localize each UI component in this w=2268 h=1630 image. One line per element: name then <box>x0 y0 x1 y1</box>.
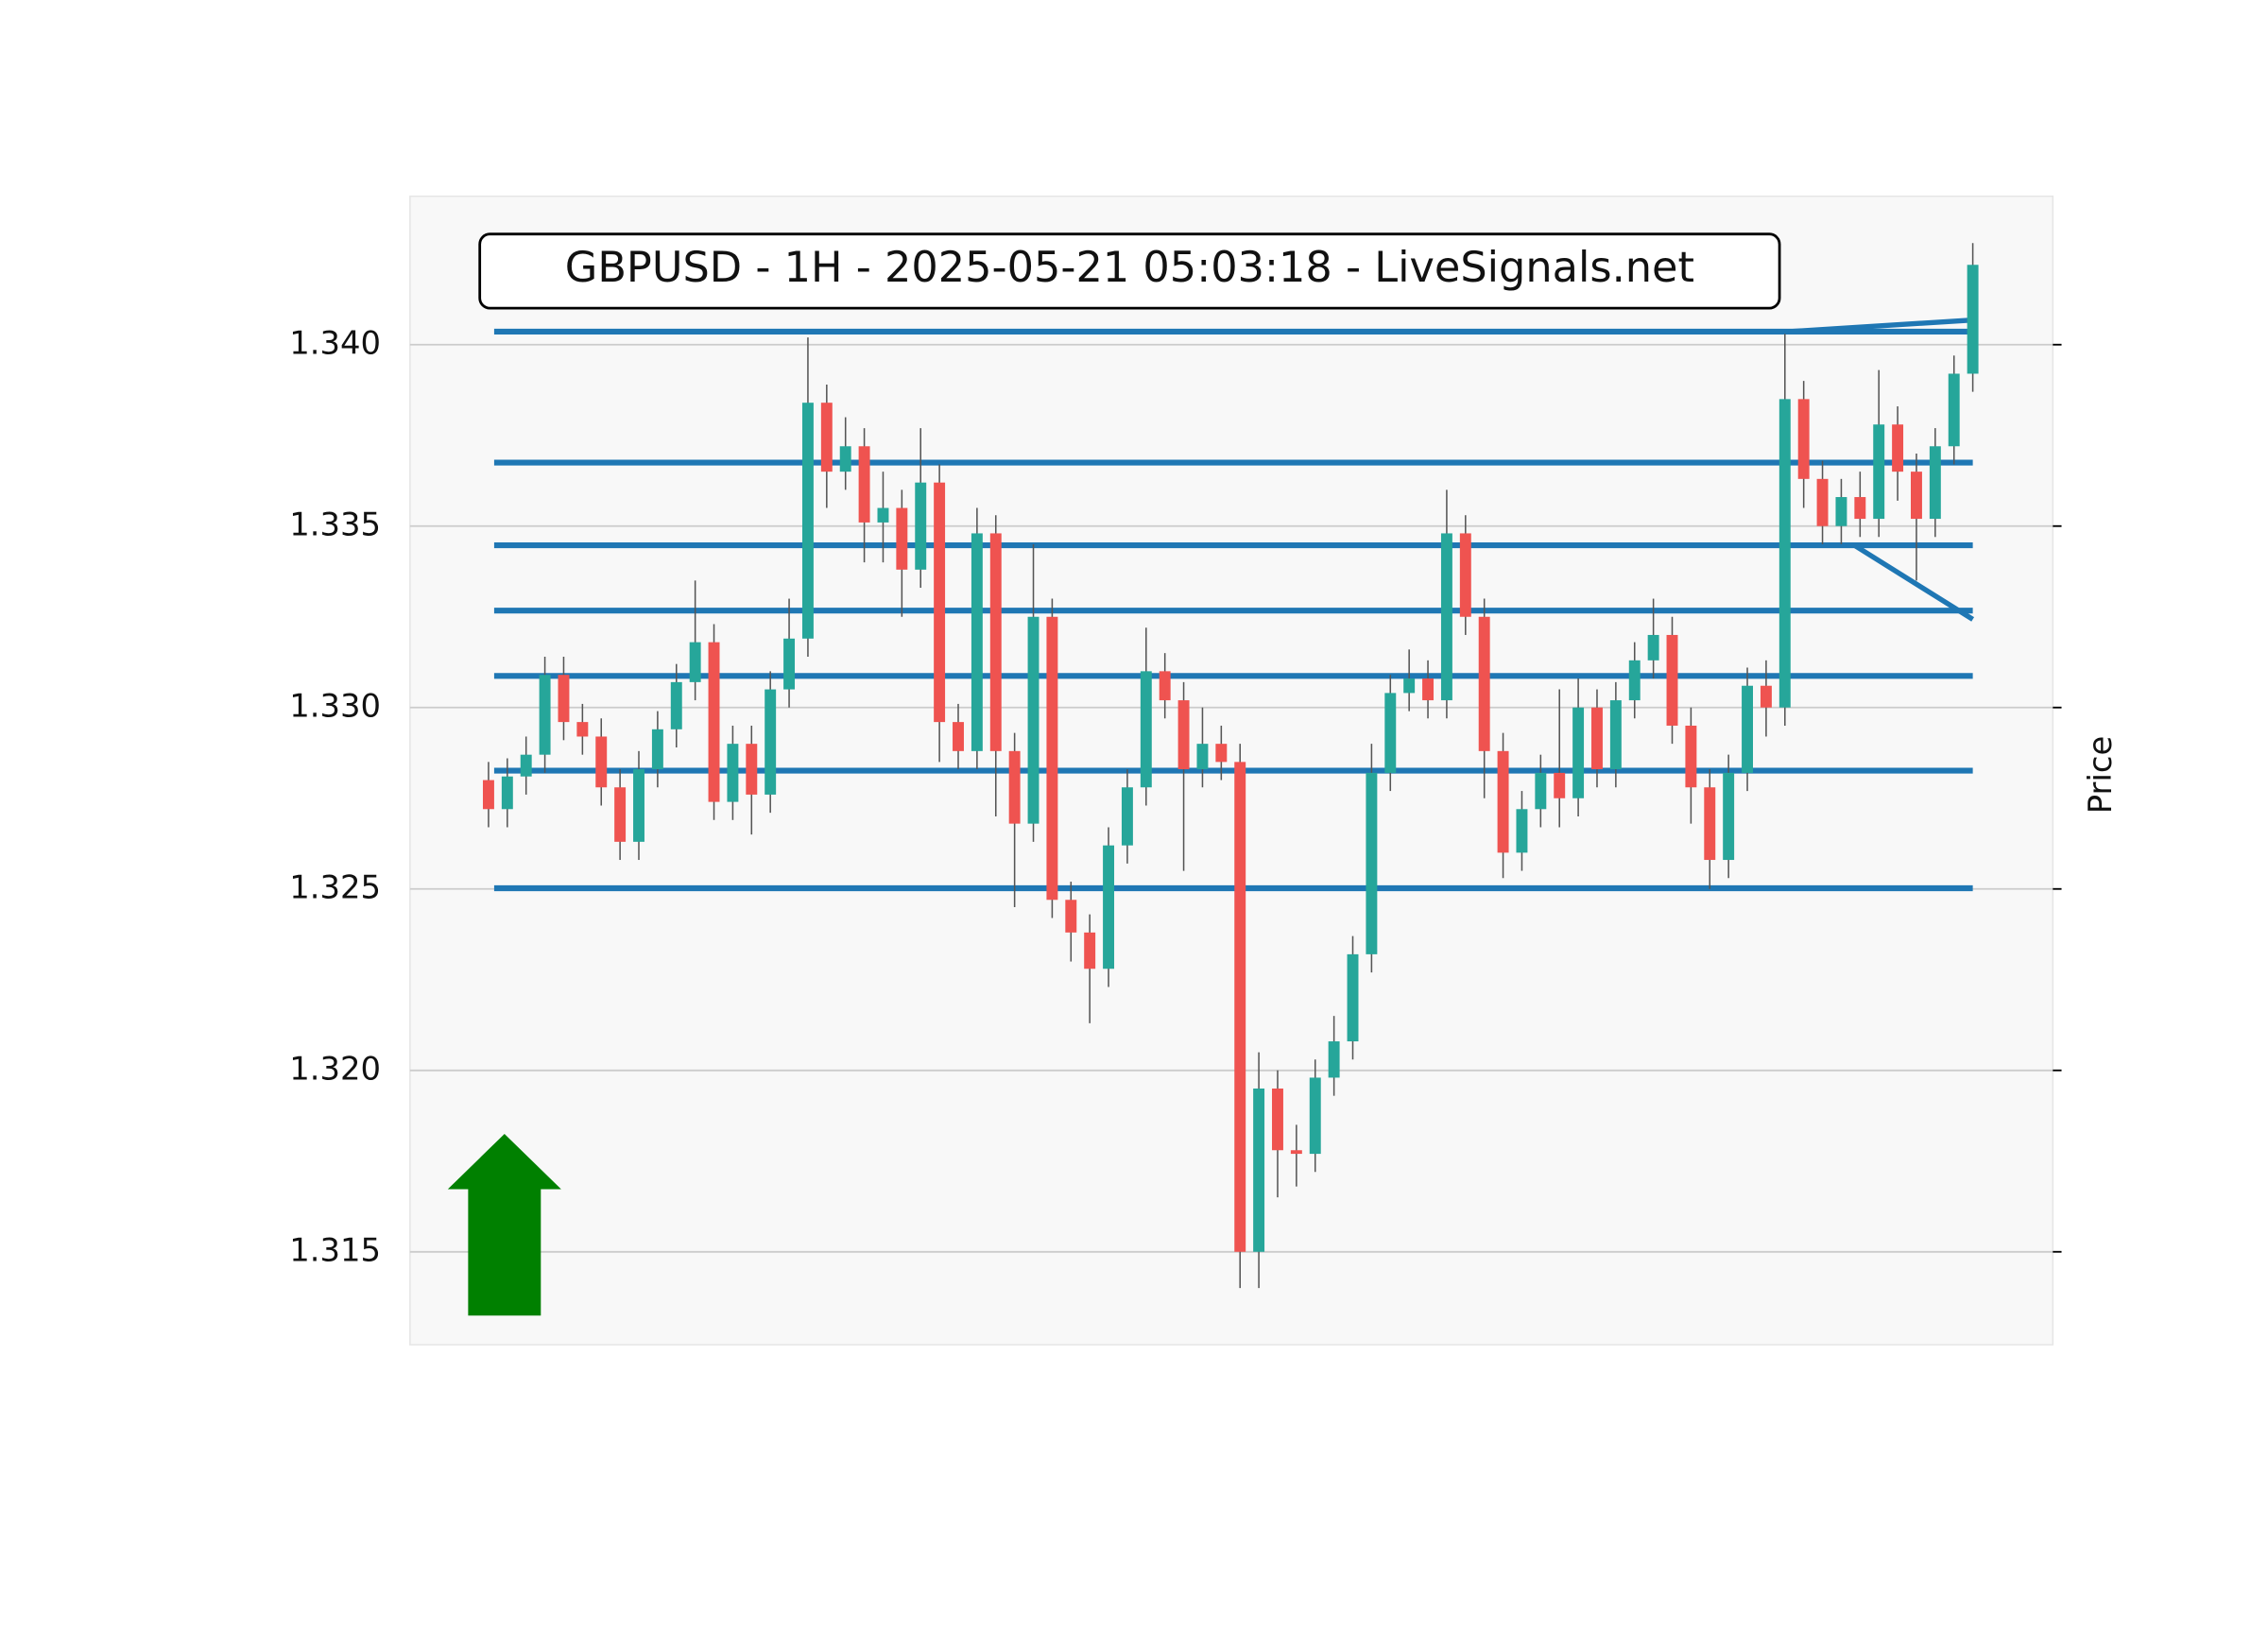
candle-body <box>520 754 532 777</box>
candle-body <box>1778 399 1791 708</box>
candle-body <box>1497 750 1509 853</box>
candle-body <box>1797 399 1810 479</box>
candle-body <box>1403 678 1416 694</box>
candle-body <box>1948 373 1960 447</box>
candle-body <box>1723 772 1735 861</box>
y-axis: 1.315 1.320 1.325 1.330 1.335 1.340 <box>289 324 2062 1268</box>
candle-body <box>1516 809 1528 853</box>
trend-line <box>1788 317 1973 335</box>
candle-body <box>1892 424 1904 472</box>
levels <box>493 317 1975 892</box>
candle-body <box>1742 685 1753 773</box>
candle-body <box>1929 446 1941 520</box>
y-tick-label: 1.340 <box>289 324 381 361</box>
y-tick-label: 1.315 <box>289 1231 381 1268</box>
candle-body <box>839 446 851 472</box>
candle-body <box>934 482 946 723</box>
candle-body <box>1554 772 1566 798</box>
candle-body <box>1816 478 1829 526</box>
y-tick-label: 1.320 <box>289 1050 381 1087</box>
candle-body <box>576 722 589 737</box>
candle-body <box>1215 744 1228 763</box>
candle-body <box>765 689 777 795</box>
candle-body <box>501 776 513 810</box>
candle-body <box>953 722 964 751</box>
y-tick-label: 1.335 <box>289 506 381 542</box>
candle-body <box>1046 616 1058 901</box>
candle-body <box>1347 953 1359 1042</box>
candle-body <box>1084 932 1096 969</box>
candle-body <box>877 507 889 523</box>
candle-body <box>971 533 983 751</box>
candle-body <box>1835 497 1847 526</box>
candle-body <box>1234 762 1246 1252</box>
candle-body <box>1854 497 1866 520</box>
candle-body <box>1609 700 1622 770</box>
candle-body <box>1196 744 1209 770</box>
signal-arrow <box>447 1134 561 1316</box>
candle-body <box>801 403 814 639</box>
candle-body <box>1253 1088 1265 1252</box>
candle-body <box>1911 472 1922 520</box>
chart-title: GBPUSD - 1H - 2025-05-21 05:03:18 - Live… <box>565 243 1694 292</box>
candle-body <box>1704 787 1716 861</box>
candle-body <box>1873 424 1885 520</box>
candle-body <box>858 446 870 523</box>
candle-body <box>1121 787 1133 846</box>
candle-body <box>1290 1150 1302 1155</box>
candle-body <box>1384 693 1397 773</box>
candle-body <box>1535 772 1547 810</box>
candle-body <box>633 769 644 842</box>
candle-body <box>1760 685 1772 708</box>
candle-body <box>689 642 701 682</box>
y-tick-label: 1.330 <box>289 687 381 724</box>
candle-body <box>1027 616 1040 824</box>
candle-body <box>1309 1077 1321 1155</box>
title-box <box>478 232 1781 310</box>
candle-body <box>539 675 551 755</box>
candle-body <box>1478 616 1490 751</box>
candle-body <box>1666 634 1678 726</box>
candle-body <box>1572 707 1585 798</box>
candle-body <box>746 744 758 795</box>
candle-body <box>708 642 720 802</box>
candle-body <box>820 403 833 472</box>
candle-body <box>1272 1088 1283 1151</box>
candle-body <box>783 638 796 690</box>
candle-body <box>1591 707 1603 770</box>
candle-body <box>1008 750 1021 824</box>
candle-body <box>727 744 739 802</box>
candle-body <box>1422 678 1435 701</box>
candle-body <box>989 533 1002 751</box>
candle-body <box>1628 660 1641 701</box>
candles <box>482 243 1979 1289</box>
candle-body <box>1440 533 1452 701</box>
y-axis-label: Price <box>2082 736 2119 815</box>
candle-body <box>1647 634 1659 661</box>
candle-body <box>1065 900 1077 933</box>
candle-body <box>1159 671 1171 701</box>
candle-body <box>1967 265 1979 374</box>
candle-body <box>1685 725 1697 788</box>
candle-body <box>558 675 570 723</box>
trend-line <box>1852 542 1975 622</box>
y-tick-label: 1.325 <box>289 868 381 905</box>
candle-body <box>1366 772 1378 954</box>
candle-body <box>595 736 608 788</box>
candle-body <box>1459 533 1471 617</box>
candle-body <box>1328 1041 1340 1078</box>
candle-body <box>614 787 627 842</box>
candle-body <box>651 729 663 770</box>
candle-body <box>482 780 494 810</box>
candle-body <box>896 507 908 570</box>
candle-body <box>1103 845 1115 969</box>
candle-body <box>1140 671 1152 788</box>
candle-body <box>915 482 927 570</box>
candle-body <box>1177 700 1190 770</box>
candle-body <box>670 681 682 729</box>
